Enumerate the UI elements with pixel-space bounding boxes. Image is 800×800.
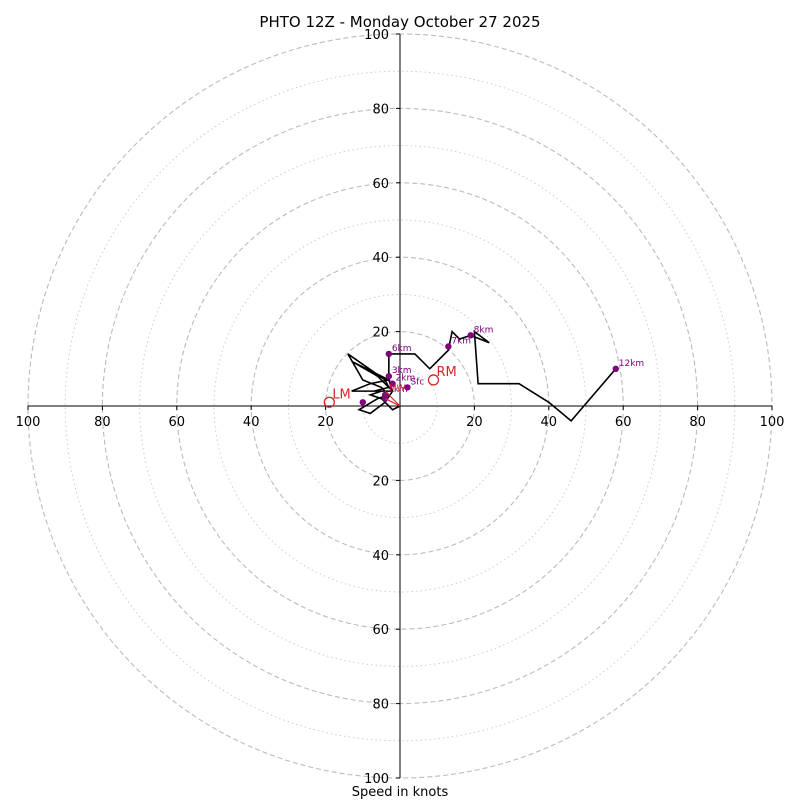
x-tick-label: 60 bbox=[615, 415, 632, 430]
storm-motion-label: RM bbox=[436, 365, 456, 380]
y-tick-label: 40 bbox=[372, 251, 389, 266]
y-tick-label: 20 bbox=[372, 474, 389, 489]
height-point-label: 3km bbox=[392, 366, 412, 376]
height-point bbox=[389, 380, 396, 387]
storm-motion-marker bbox=[323, 396, 335, 408]
x-tick-label: 20 bbox=[466, 415, 483, 430]
storm-motion-marker bbox=[427, 374, 440, 386]
height-point-label: 8km bbox=[474, 325, 494, 335]
x-tick-label: 20 bbox=[317, 415, 334, 430]
height-point-label: 1km bbox=[388, 385, 408, 395]
x-tick-label: 100 bbox=[16, 415, 41, 430]
x-axis-label: Speed in knots bbox=[352, 785, 449, 800]
height-point-label: 2km bbox=[396, 374, 416, 384]
height-point-label: Sfc bbox=[410, 377, 424, 387]
storm-vector bbox=[384, 398, 401, 407]
y-tick-label: 40 bbox=[372, 549, 389, 564]
x-tick-label: 40 bbox=[541, 415, 558, 430]
storm-motions: MW RM LM bbox=[323, 365, 457, 408]
chart-title: PHTO 12Z - Monday October 27 2025 bbox=[259, 13, 540, 31]
height-point bbox=[612, 365, 619, 372]
hodograph-trace-line bbox=[347, 329, 617, 422]
height-point-label: 12km bbox=[619, 359, 644, 369]
height-point bbox=[385, 373, 393, 380]
height-point bbox=[404, 384, 411, 391]
x-tick-label: 80 bbox=[689, 415, 706, 430]
tick-labels: 100 80 60 40 20 20 40 60 80 100 100 80 60 40 20 20 40 60 8… bbox=[16, 28, 785, 787]
height-point bbox=[467, 332, 474, 339]
y-tick-label: 60 bbox=[372, 177, 389, 192]
y-tick-label: 100 bbox=[364, 28, 389, 43]
y-tick-label: 80 bbox=[372, 102, 389, 117]
x-tick-label: 100 bbox=[760, 415, 785, 430]
height-point-label: 7km bbox=[451, 336, 471, 346]
x-tick-label: 40 bbox=[243, 415, 260, 430]
y-tick-label: 100 bbox=[364, 772, 389, 787]
x-tick-label: 60 bbox=[169, 415, 186, 430]
wind-trace bbox=[347, 329, 617, 422]
y-tick-label: 80 bbox=[372, 698, 389, 713]
y-tick-label: 60 bbox=[372, 623, 389, 638]
height-point bbox=[385, 350, 393, 358]
height-point bbox=[445, 343, 452, 350]
height-point bbox=[359, 399, 366, 406]
height-point-label: 6km bbox=[392, 344, 412, 354]
mean-wind-vector bbox=[384, 390, 401, 407]
mean-wind-label: MW bbox=[389, 384, 406, 394]
storm-motion-label: LM bbox=[332, 387, 350, 402]
y-tick-label: 20 bbox=[372, 326, 389, 341]
x-tick-label: 80 bbox=[94, 415, 111, 430]
